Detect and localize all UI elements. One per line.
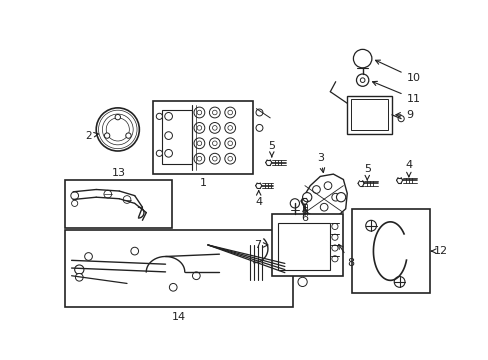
Circle shape xyxy=(331,193,339,201)
Circle shape xyxy=(197,110,202,115)
Circle shape xyxy=(104,190,111,198)
Circle shape xyxy=(194,138,204,149)
Circle shape xyxy=(331,256,337,262)
Circle shape xyxy=(156,113,162,120)
Text: 13: 13 xyxy=(111,167,125,177)
Circle shape xyxy=(227,126,232,130)
Circle shape xyxy=(212,110,217,115)
Text: 8: 8 xyxy=(338,244,354,267)
Bar xyxy=(153,101,253,174)
Circle shape xyxy=(105,117,130,142)
Text: 6: 6 xyxy=(301,207,308,222)
Text: 5: 5 xyxy=(363,164,370,180)
Circle shape xyxy=(106,118,129,141)
Circle shape xyxy=(324,182,331,189)
Text: 10: 10 xyxy=(375,60,420,83)
Circle shape xyxy=(169,283,177,291)
Circle shape xyxy=(331,223,337,230)
Circle shape xyxy=(224,138,235,149)
Circle shape xyxy=(75,274,83,281)
Circle shape xyxy=(71,200,78,206)
Circle shape xyxy=(256,125,263,131)
Circle shape xyxy=(75,265,84,274)
Circle shape xyxy=(227,110,232,115)
Text: 3: 3 xyxy=(316,153,324,172)
Circle shape xyxy=(102,114,133,145)
Circle shape xyxy=(353,49,371,68)
Circle shape xyxy=(397,116,404,122)
Text: 14: 14 xyxy=(171,312,185,322)
Circle shape xyxy=(212,156,217,161)
Circle shape xyxy=(84,253,92,260)
Circle shape xyxy=(101,112,135,147)
Bar xyxy=(65,180,171,228)
Circle shape xyxy=(125,133,131,138)
Bar xyxy=(277,223,329,270)
Circle shape xyxy=(197,126,202,130)
Circle shape xyxy=(256,109,263,116)
Circle shape xyxy=(336,193,345,202)
Circle shape xyxy=(209,153,220,164)
Bar xyxy=(162,110,191,164)
Circle shape xyxy=(104,133,110,138)
Circle shape xyxy=(356,74,368,86)
Circle shape xyxy=(331,234,337,240)
Circle shape xyxy=(123,195,131,203)
Circle shape xyxy=(212,126,217,130)
Bar xyxy=(350,99,387,130)
Circle shape xyxy=(365,220,376,231)
Circle shape xyxy=(164,149,172,157)
Circle shape xyxy=(297,277,306,287)
Circle shape xyxy=(224,107,235,118)
Circle shape xyxy=(360,78,364,82)
Circle shape xyxy=(224,153,235,164)
Text: 5: 5 xyxy=(268,141,275,157)
Circle shape xyxy=(194,153,204,164)
Circle shape xyxy=(209,107,220,118)
Circle shape xyxy=(227,156,232,161)
Text: 4: 4 xyxy=(405,160,411,177)
Circle shape xyxy=(115,114,120,120)
Circle shape xyxy=(194,107,204,118)
Text: 1: 1 xyxy=(200,178,206,188)
Circle shape xyxy=(114,126,122,133)
Circle shape xyxy=(209,138,220,149)
Text: 12: 12 xyxy=(430,246,447,256)
Bar xyxy=(351,209,429,293)
Circle shape xyxy=(393,276,404,287)
Circle shape xyxy=(331,245,337,251)
Bar xyxy=(346,95,391,134)
Polygon shape xyxy=(301,174,346,220)
Text: 11: 11 xyxy=(372,81,420,104)
Circle shape xyxy=(212,141,217,145)
Circle shape xyxy=(224,122,235,133)
Circle shape xyxy=(312,186,320,193)
Circle shape xyxy=(194,122,204,133)
Circle shape xyxy=(96,108,139,151)
Circle shape xyxy=(99,110,137,149)
Circle shape xyxy=(131,247,138,255)
Circle shape xyxy=(110,122,125,137)
Text: 7: 7 xyxy=(253,240,267,250)
Text: 4: 4 xyxy=(255,191,262,207)
Circle shape xyxy=(209,122,220,133)
Text: 2: 2 xyxy=(85,131,98,141)
Text: 9: 9 xyxy=(395,110,413,120)
Circle shape xyxy=(192,272,200,280)
Circle shape xyxy=(164,132,172,139)
Circle shape xyxy=(164,112,172,120)
Circle shape xyxy=(197,156,202,161)
Circle shape xyxy=(302,193,311,202)
Bar xyxy=(271,214,342,276)
Bar xyxy=(65,230,292,306)
Circle shape xyxy=(71,192,79,199)
Circle shape xyxy=(197,141,202,145)
Circle shape xyxy=(320,203,327,211)
Circle shape xyxy=(156,150,162,156)
Circle shape xyxy=(227,141,232,145)
Circle shape xyxy=(290,199,299,208)
